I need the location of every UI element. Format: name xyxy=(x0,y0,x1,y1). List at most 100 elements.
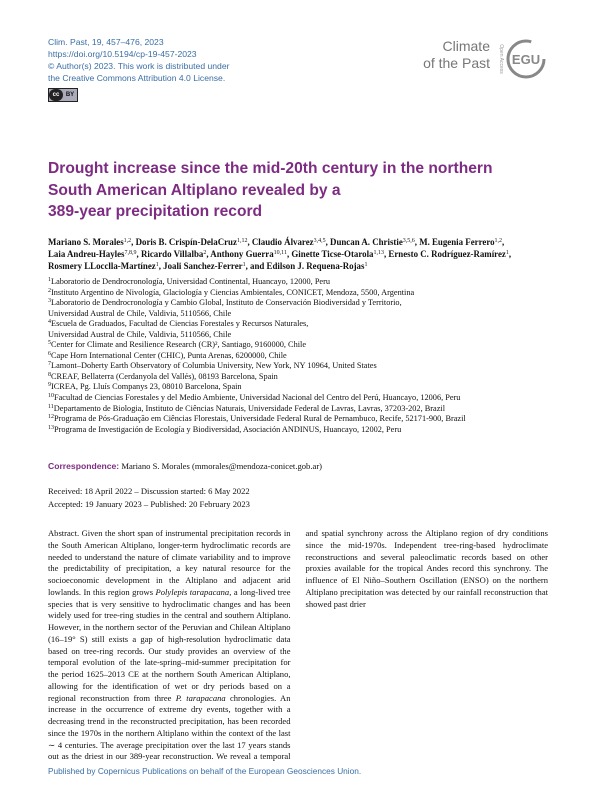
affiliation-line: 13Programa de Investigación de Ecología … xyxy=(48,425,558,436)
author-sep: , and xyxy=(245,261,265,271)
affiliation-text: Departamento de Biologia, Instituto de C… xyxy=(53,403,445,413)
author-affil: 1,2 xyxy=(494,238,503,244)
affiliation: 6Cape Horn International Center (CHIC), … xyxy=(48,351,558,362)
affiliations: 1Laboratorio de Dendrocronología, Univer… xyxy=(48,277,558,435)
correspondence: Correspondence: Mariano S. Morales (mmor… xyxy=(48,460,322,472)
author-affil: 1 xyxy=(505,250,509,256)
affiliation-number: 4 xyxy=(48,319,51,326)
affiliation-number: 8 xyxy=(48,371,51,378)
author-affil: 10,11 xyxy=(273,250,287,256)
affiliation-line: Universidad Austral de Chile, Valdivia, … xyxy=(48,309,558,320)
journal-info-line: © Author(s) 2023. This work is distribut… xyxy=(48,61,230,71)
journal-info-line[interactable]: https://doi.org/10.5194/cp-19-457-2023 xyxy=(48,49,197,59)
author: Anthony Guerra10,11, xyxy=(210,249,289,259)
affiliation-line: 5Center for Climate and Resilience Resea… xyxy=(48,340,558,351)
affiliation-text: Programa de Investigación de Ecología y … xyxy=(54,424,402,434)
author-name: Ernesto C. Rodríguez-Ramírez xyxy=(388,249,506,259)
affiliation-text: Programa de Pós-Graduação em Ciências Fl… xyxy=(54,414,466,424)
affiliation: 13Programa de Investigación de Ecología … xyxy=(48,425,558,436)
affiliation-line: 1Laboratorio de Dendrocronología, Univer… xyxy=(48,277,558,288)
affiliation-line: 2Instituto Argentino de Nivología, Glaci… xyxy=(48,288,558,299)
author-affil: 1 xyxy=(364,262,368,268)
correspondence-label: Correspondence: xyxy=(48,461,120,471)
journal-info-line: Clim. Past, 19, 457–476, 2023 xyxy=(48,37,164,47)
affiliation-text: ICREA, Pg. Lluís Companys 23, 08010 Barc… xyxy=(51,382,242,392)
date-line: Accepted: 19 January 2023 – Published: 2… xyxy=(48,498,250,509)
title: Drought increase since the mid-20th cent… xyxy=(48,158,493,223)
affiliation-line: 10Facultad de Ciencias Forestales y del … xyxy=(48,393,558,404)
author: Duncan A. Christie3,5,6, xyxy=(330,237,417,247)
license-badge[interactable]: cc BY xyxy=(48,88,78,102)
author-name: Ricardo Villalba xyxy=(140,249,204,259)
abstract: Abstract. Given the short span of instru… xyxy=(48,528,548,764)
abstract-italic: Polylepis tarapacana xyxy=(155,586,230,597)
affiliation-text: Universidad Austral de Chile, Valdivia, … xyxy=(48,329,232,339)
logo-journal: Climate xyxy=(442,38,490,54)
affiliation: 10Facultad de Ciencias Forestales y del … xyxy=(48,393,558,404)
affiliation-text: Instituto Argentino de Nivología, Glacio… xyxy=(51,287,415,297)
affiliation-text: Center for Climate and Resilience Resear… xyxy=(51,340,307,350)
title-line: 389-year precipitation record xyxy=(48,203,263,220)
affiliation-line: 9ICREA, Pg. Lluís Companys 23, 08010 Bar… xyxy=(48,382,558,393)
abstract-text: chronologies. An increase in the occurre… xyxy=(48,528,548,762)
affiliation-text: Laboratorio de Dendrocronología, Univers… xyxy=(51,277,331,286)
author-name: Mariano S. Morales xyxy=(48,237,124,247)
author-name: Ginette Ticse-Otarola xyxy=(291,249,374,259)
affiliation-line: 3Laboratorio de Dendrocronología y Cambi… xyxy=(48,298,558,309)
affiliation-text: Universidad Austral de Chile, Valdivia, … xyxy=(48,308,232,318)
author-affil: 1,13 xyxy=(373,250,384,256)
title-line: South American Altiplano revealed by a xyxy=(48,181,341,199)
affiliation: 9ICREA, Pg. Lluís Companys 23, 08010 Bar… xyxy=(48,382,558,393)
author-name: Claudio Álvarez xyxy=(251,237,314,247)
abstract-text: Given the short span of instrumental pre… xyxy=(48,528,291,597)
author-name: Rosmery LLocclla-Martínez xyxy=(48,261,156,271)
author-affil: 1 xyxy=(155,262,159,268)
author-affil: 1,12 xyxy=(236,238,248,244)
affiliation-line: 12Programa de Pós-Graduação em Ciências … xyxy=(48,414,558,425)
footer: Published by Copernicus Publications on … xyxy=(48,766,362,776)
author: Joali Sanchez-Ferrer1, and xyxy=(163,261,264,271)
affiliation: 1Laboratorio de Dendrocronología, Univer… xyxy=(48,277,558,288)
affiliation-text: Cape Horn International Center (CHIC), P… xyxy=(51,350,287,360)
author-name: Anthony Guerra xyxy=(210,249,274,259)
abstract-label: Abstract. xyxy=(48,528,80,538)
abstract-text: , a long-lived tree species that is very… xyxy=(48,586,291,703)
affiliation-number: 3 xyxy=(48,298,51,305)
author-affil: 3,5,6 xyxy=(402,238,415,244)
author: Ginette Ticse-Otarola1,13, xyxy=(291,249,386,259)
affiliation-number: 7 xyxy=(48,361,51,368)
author-sep: , xyxy=(206,249,209,259)
affiliation: 7Lamont–Doherty Earth Observatory of Col… xyxy=(48,361,558,372)
author-sep: , xyxy=(508,249,512,259)
author-sep: , xyxy=(247,237,250,247)
dates: Received: 18 April 2022 – Discussion sta… xyxy=(48,485,250,510)
egu-text: EGU xyxy=(512,52,540,67)
author-affil: 1 xyxy=(242,262,246,268)
affiliation-number: 9 xyxy=(48,382,51,389)
badge-by: BY xyxy=(65,92,75,98)
affiliation: 5Center for Climate and Resilience Resea… xyxy=(48,340,558,351)
affiliation-line: 11Departamento de Biologia, Instituto de… xyxy=(48,404,558,415)
author-name: Edilson J. Requena-Rojas xyxy=(266,261,365,271)
affiliation: 12Programa de Pós-Graduação em Ciências … xyxy=(48,414,558,425)
author-sep: , xyxy=(131,237,134,247)
affiliation-number: 13 xyxy=(48,424,54,431)
logo-journal: of the Past xyxy=(423,55,490,71)
egu-ring xyxy=(506,39,546,79)
affiliation-number: 10 xyxy=(48,393,54,400)
author-name: Doris B. Crispín-DelaCruz xyxy=(135,237,237,247)
date-line: Received: 18 April 2022 – Discussion sta… xyxy=(48,486,250,496)
affiliation: 3Laboratorio de Dendrocronología y Cambi… xyxy=(48,298,558,319)
affiliation: 4Escuela de Graduados, Facultad de Cienc… xyxy=(48,319,558,340)
author-sep: , xyxy=(383,249,387,259)
journal-info: Clim. Past, 19, 457–476, 2023 https://doi… xyxy=(48,36,229,84)
affiliation-text: CREAF, Bellaterra (Cerdanyola del Vallés… xyxy=(51,371,278,381)
affiliation: 11Departamento de Biologia, Instituto de… xyxy=(48,404,558,415)
author-name: M. Eugenia Ferrero xyxy=(419,237,495,247)
journal-logo[interactable]: Climate of the Past Open Access EGU xyxy=(420,36,550,82)
author-sep: , xyxy=(502,237,505,247)
author-affil: 1,2 xyxy=(123,238,132,244)
author: Claudio Álvarez3,4,5, xyxy=(252,237,328,247)
author-affil: 7,8,9 xyxy=(124,250,137,256)
